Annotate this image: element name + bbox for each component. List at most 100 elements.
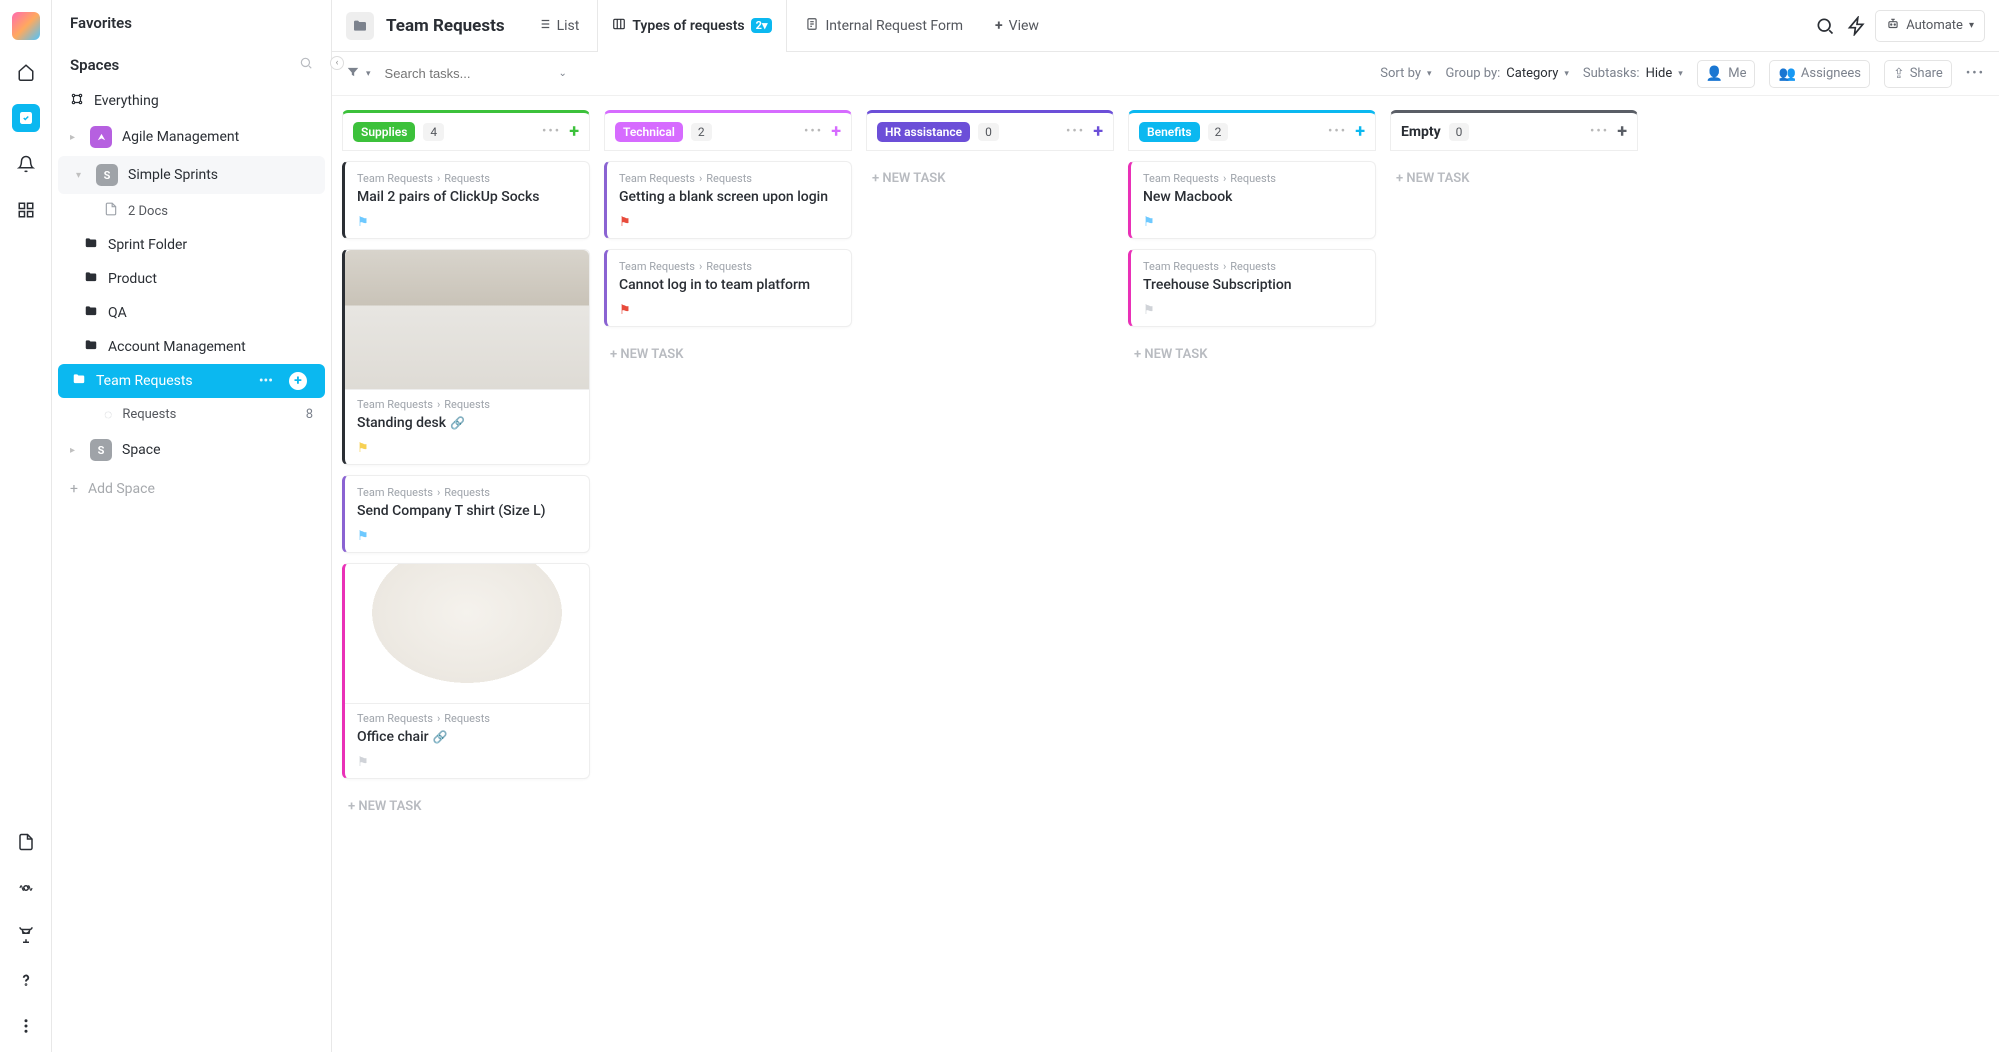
priority-flag-icon[interactable]: ⚑ <box>619 303 631 318</box>
sidebar-item-simple-sprints[interactable]: ▾ S Simple Sprints <box>58 156 325 194</box>
collapse-sidebar-button[interactable]: ‹ <box>330 56 344 70</box>
card-title: New Macbook <box>1143 189 1363 205</box>
more-icon[interactable]: ••• <box>1328 124 1347 139</box>
sidebar-item-label: Team Requests <box>96 373 193 389</box>
priority-flag-icon[interactable]: ⚑ <box>357 755 369 770</box>
board-lane: Technical2•••+Team Requests›RequestsGett… <box>604 110 852 998</box>
lane-count: 0 <box>978 123 999 141</box>
priority-flag-icon[interactable]: ⚑ <box>619 215 631 230</box>
board: Supplies4•••+Team Requests›RequestsMail … <box>332 96 1999 1052</box>
task-card[interactable]: Team Requests›RequestsCannot log in to t… <box>604 249 852 327</box>
add-task-icon[interactable]: + <box>569 121 579 142</box>
tab-types-of-requests[interactable]: Types of requests 2▾ <box>597 0 787 52</box>
folder-icon <box>72 372 86 390</box>
more-icon[interactable]: ••• <box>259 373 273 389</box>
page-title[interactable]: Team Requests <box>386 16 505 36</box>
chevron-down-icon[interactable]: ⌄ <box>559 68 567 79</box>
sidebar-item-label: 2 Docs <box>128 204 168 219</box>
lane-title[interactable]: HR assistance <box>877 122 970 142</box>
add-task-icon[interactable]: + <box>1617 121 1627 142</box>
card-title: Cannot log in to team platform <box>619 277 839 293</box>
spaces-header[interactable]: Spaces <box>52 42 331 84</box>
assignees-button[interactable]: 👥Assignees <box>1769 60 1869 88</box>
task-card[interactable]: Team Requests›RequestsGetting a blank sc… <box>604 161 852 239</box>
priority-flag-icon[interactable]: ⚑ <box>357 215 369 230</box>
doc-icon <box>104 202 118 220</box>
tasks-icon[interactable] <box>12 104 40 132</box>
task-card[interactable]: Team Requests›RequestsSend Company T shi… <box>342 475 590 553</box>
sidebar-item-requests[interactable]: ◌ Requests 8 <box>52 398 331 431</box>
more-icon[interactable]: ••• <box>804 124 823 139</box>
more-icon[interactable]: ••• <box>1066 124 1085 139</box>
list-icon: ◌ <box>104 406 112 423</box>
sidebar-item-folder[interactable]: Account Management <box>52 330 331 364</box>
me-button[interactable]: 👤Me <box>1697 60 1756 88</box>
more-icon[interactable]: ••• <box>1590 124 1609 139</box>
new-task-button[interactable]: + NEW TASK <box>866 161 1114 196</box>
priority-flag-icon[interactable]: ⚑ <box>1143 303 1155 318</box>
tab-add-view[interactable]: + View <box>981 0 1053 52</box>
sort-button[interactable]: Sort by▾ <box>1380 66 1431 81</box>
priority-flag-icon[interactable]: ⚑ <box>357 441 369 456</box>
tab-list[interactable]: List <box>523 0 594 52</box>
new-task-button[interactable]: + NEW TASK <box>1390 161 1638 196</box>
priority-flag-icon[interactable]: ⚑ <box>1143 215 1155 230</box>
group-button[interactable]: Group by: Category▾ <box>1446 66 1569 81</box>
chevron-right-icon: ▸ <box>70 445 80 456</box>
plus-icon: + <box>995 18 1003 34</box>
priority-flag-icon[interactable]: ⚑ <box>357 529 369 544</box>
lane-title[interactable]: Benefits <box>1139 122 1200 142</box>
sidebar-item-label: Simple Sprints <box>128 167 218 183</box>
more-icon[interactable] <box>12 1012 40 1040</box>
sidebar-item-docs[interactable]: 2 Docs <box>52 194 331 228</box>
task-card[interactable]: Team Requests›RequestsOffice chair 🔗⚑ <box>342 563 590 779</box>
search-icon[interactable] <box>1811 12 1839 40</box>
sidebar-item-everything[interactable]: Everything <box>52 84 331 118</box>
search-input[interactable] <box>385 66 545 81</box>
lane-title[interactable]: Supplies <box>353 122 415 142</box>
home-icon[interactable] <box>12 58 40 86</box>
more-icon[interactable]: ••• <box>542 124 561 139</box>
new-task-button[interactable]: + NEW TASK <box>342 789 590 824</box>
docs-icon[interactable] <box>12 828 40 856</box>
sidebar-item-folder[interactable]: Product <box>52 262 331 296</box>
board-lane: Empty0•••++ NEW TASK <box>1390 110 1638 998</box>
add-task-icon[interactable]: + <box>1355 121 1365 142</box>
board-lane: HR assistance 0 ••• + + NEW TASK <box>866 110 1114 998</box>
lane-title[interactable]: Empty <box>1401 124 1441 140</box>
share-button[interactable]: ⇪Share <box>1884 60 1952 88</box>
sidebar-item-agile[interactable]: ▸ Agile Management <box>52 118 331 156</box>
task-card[interactable]: Team Requests›RequestsMail 2 pairs of Cl… <box>342 161 590 239</box>
subtasks-button[interactable]: Subtasks: Hide▾ <box>1583 66 1683 81</box>
search-icon[interactable] <box>299 56 313 74</box>
add-task-icon[interactable]: + <box>1093 121 1103 142</box>
task-card[interactable]: Team Requests›RequestsStanding desk 🔗⚑ <box>342 249 590 465</box>
sidebar-item-folder[interactable]: Sprint Folder <box>52 228 331 262</box>
sidebar-item-space[interactable]: ▸ S Space <box>52 431 331 469</box>
automate-button[interactable]: Automate ▾ <box>1875 10 1985 42</box>
favorites-header[interactable]: Favorites <box>52 0 331 42</box>
filter-button[interactable]: ▾ <box>346 65 371 83</box>
tab-internal-request-form[interactable]: Internal Request Form <box>791 0 977 52</box>
more-icon[interactable]: ••• <box>1966 66 1985 81</box>
sidebar-item-folder[interactable]: QA <box>52 296 331 330</box>
folder-icon[interactable] <box>346 12 374 40</box>
card-title: Mail 2 pairs of ClickUp Socks <box>357 189 577 205</box>
add-task-icon[interactable]: + <box>831 121 841 142</box>
add-space-button[interactable]: + Add Space <box>52 469 331 509</box>
nav-rail <box>0 0 52 1052</box>
new-task-button[interactable]: + NEW TASK <box>604 337 852 372</box>
app-logo[interactable] <box>12 12 40 40</box>
pulse-icon[interactable] <box>12 874 40 902</box>
new-task-button[interactable]: + NEW TASK <box>1128 337 1376 372</box>
help-icon[interactable] <box>12 966 40 994</box>
apps-icon[interactable] <box>12 196 40 224</box>
sidebar-item-team-requests[interactable]: Team Requests ••• + <box>58 364 325 398</box>
lane-title[interactable]: Technical <box>615 122 683 142</box>
notifications-icon[interactable] <box>12 150 40 178</box>
task-card[interactable]: Team Requests›RequestsTreehouse Subscrip… <box>1128 249 1376 327</box>
goals-icon[interactable] <box>12 920 40 948</box>
task-card[interactable]: Team Requests›RequestsNew Macbook⚑ <box>1128 161 1376 239</box>
add-icon[interactable]: + <box>289 372 307 390</box>
bolt-icon[interactable] <box>1843 12 1871 40</box>
